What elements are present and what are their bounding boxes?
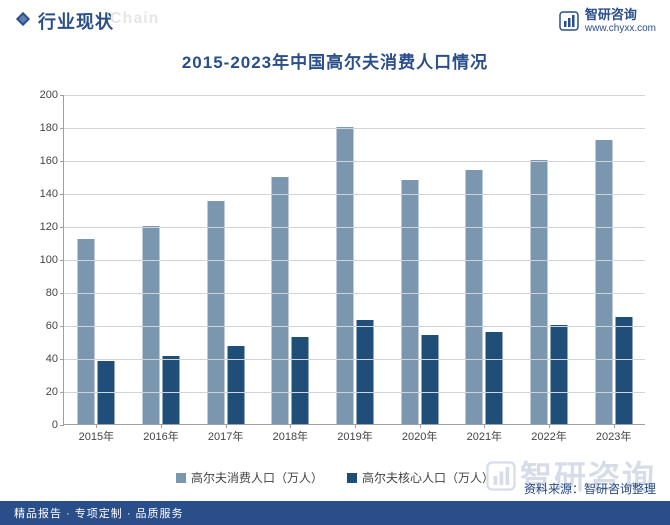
bar-group (531, 160, 568, 424)
bar-group (272, 177, 309, 425)
x-tick-label: 2020年 (402, 428, 437, 444)
bar (78, 239, 95, 424)
y-tick-label: 160 (24, 155, 58, 167)
x-tick-label: 2016年 (143, 428, 178, 444)
bar (421, 335, 438, 424)
y-tick-label: 20 (24, 386, 58, 398)
bar-group (337, 127, 374, 424)
legend-label: 高尔夫消费人口（万人） (191, 469, 323, 486)
y-tick-mark (60, 392, 64, 393)
legend-item: 高尔夫消费人口（万人） (176, 469, 323, 486)
diamond-icon (14, 10, 32, 33)
y-tick-mark (60, 227, 64, 228)
y-tick-label: 40 (24, 353, 58, 365)
y-tick-label: 180 (24, 122, 58, 134)
y-tick-mark (60, 425, 64, 426)
y-tick-mark (60, 128, 64, 129)
header: Chain 行业现状 智研咨询 www.chyxx.com (0, 0, 670, 38)
source-note: 资料来源：智研咨询整理 (524, 480, 656, 497)
bar (163, 356, 180, 424)
x-tick-label: 2023年 (596, 428, 631, 444)
bar-group (401, 180, 438, 424)
header-title: 行业现状 (38, 8, 114, 34)
grid-line (64, 260, 645, 261)
bar-group (78, 239, 115, 424)
y-tick-mark (60, 293, 64, 294)
x-tick-label: 2019年 (337, 428, 372, 444)
bar-group (207, 201, 244, 424)
y-tick-label: 0 (24, 419, 58, 431)
brand-name: 智研咨询 (585, 8, 637, 22)
grid-line (64, 161, 645, 162)
y-tick-label: 60 (24, 320, 58, 332)
grid-line (64, 194, 645, 195)
legend-swatch (347, 473, 357, 483)
y-tick-mark (60, 260, 64, 261)
legend-item: 高尔夫核心人口（万人） (347, 469, 494, 486)
y-tick-mark (60, 161, 64, 162)
bar (401, 180, 418, 424)
grid-line (64, 95, 645, 96)
legend-label: 高尔夫核心人口（万人） (362, 469, 494, 486)
bar (551, 325, 568, 424)
grid-line (64, 227, 645, 228)
bar-group (466, 170, 503, 424)
chart: 0 20 40 60 80 100 120 140 160 180 200 2015年 2016年 201… (15, 85, 655, 465)
bar-group (143, 226, 180, 424)
bar (292, 337, 309, 424)
header-watermark: Chain (110, 10, 159, 28)
header-left: 行业现状 (14, 8, 114, 34)
x-tick-label: 2017年 (208, 428, 243, 444)
footer-text: 精品报告 · 专项定制 · 品质服务 (14, 505, 184, 521)
bar (272, 177, 289, 425)
grid-line (64, 326, 645, 327)
grid-line (64, 293, 645, 294)
brand-url: www.chyxx.com (585, 23, 656, 34)
plot-area: 0204060801001201401601802002015年2016年201… (63, 95, 645, 425)
x-tick-label: 2015年 (79, 428, 114, 444)
x-tick-label: 2021年 (467, 428, 502, 444)
legend-swatch (176, 473, 186, 483)
header-right: 智研咨询 www.chyxx.com (559, 8, 656, 33)
y-tick-label: 120 (24, 221, 58, 233)
bar (466, 170, 483, 424)
y-tick-mark (60, 194, 64, 195)
bar (486, 332, 503, 424)
bar (615, 317, 632, 424)
y-tick-label: 80 (24, 287, 58, 299)
bar (337, 127, 354, 424)
footer-bar: 精品报告 · 专项定制 · 品质服务 (0, 501, 670, 525)
bar (531, 160, 548, 424)
grid-line (64, 128, 645, 129)
chart-title: 2015-2023年中国高尔夫消费人口情况 (0, 48, 670, 73)
grid-line (64, 359, 645, 360)
bar-group (595, 140, 632, 424)
y-tick-label: 200 (24, 89, 58, 101)
y-tick-label: 100 (24, 254, 58, 266)
bar (357, 320, 374, 424)
x-tick-label: 2018年 (273, 428, 308, 444)
bar (143, 226, 160, 424)
y-tick-mark (60, 95, 64, 96)
y-tick-mark (60, 326, 64, 327)
grid-line (64, 392, 645, 393)
y-tick-mark (60, 359, 64, 360)
x-tick-label: 2022年 (531, 428, 566, 444)
bar (207, 201, 224, 424)
y-tick-label: 140 (24, 188, 58, 200)
brand-logo-icon (559, 11, 579, 31)
bar (595, 140, 612, 424)
